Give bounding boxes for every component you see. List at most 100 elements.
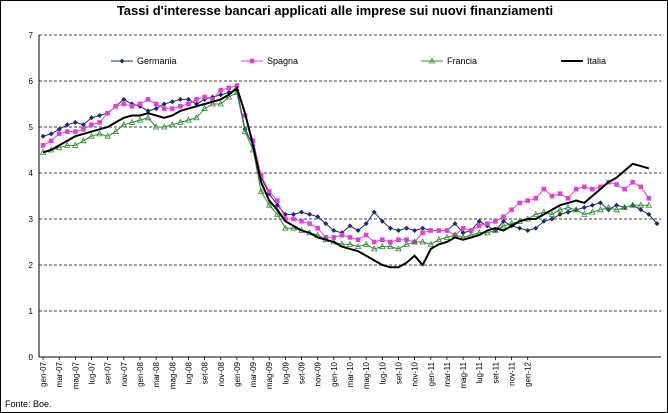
data-point [121,101,127,107]
data-point [89,115,95,121]
data-point [169,121,176,128]
data-point [363,232,369,238]
data-point [629,201,636,208]
data-point [55,144,63,151]
data-point [380,237,385,242]
data-point [177,118,184,125]
data-point [169,99,175,105]
data-point [153,106,159,112]
data-point [597,206,604,213]
data-point [492,226,499,233]
grid-lines [39,34,661,312]
x-tick-label: nov-09 [314,361,323,386]
series-line-germania [42,89,658,234]
x-tick-label: lug-10 [378,361,387,384]
x-tick-label: mar-10 [346,361,355,387]
source-note: Fonte: Boe. [5,399,52,409]
data-point [178,104,183,109]
data-point [265,201,273,208]
data-point [73,129,78,134]
data-point [177,96,183,102]
data-point [225,93,233,100]
legend-label: Italia [587,56,606,66]
data-point [387,225,393,231]
x-tick-label: mar-08 [152,361,161,387]
data-point [290,211,296,217]
series-line-spagna [42,84,650,243]
data-point [549,193,555,199]
x-tick-label: gen-09 [233,361,242,386]
data-point [638,184,644,190]
legend-marker [428,57,436,64]
data-point [80,122,86,128]
data-point [89,122,94,127]
x-tick-label: lug-09 [281,361,290,384]
x-tick-label: set-08 [201,361,210,384]
data-point [331,235,337,240]
x-tick-label: mag-11 [459,361,468,388]
data-point [460,225,466,231]
data-point [129,104,135,109]
data-point [226,85,232,91]
data-point [40,133,46,139]
data-point [201,104,208,111]
data-point [145,108,151,114]
data-point [500,222,507,229]
data-point [581,205,587,210]
data-point [266,189,272,194]
data-point [72,119,78,125]
data-point [136,116,144,123]
data-point [565,209,571,215]
chart-title: Tassi d'interesse bancari applicati alle… [116,3,554,18]
data-point [509,207,514,213]
data-point [525,198,531,203]
data-point [81,127,86,132]
data-point [396,237,401,242]
data-point [371,239,377,245]
data-point [355,228,361,233]
data-point [161,106,167,111]
legend-label: Germania [137,56,177,66]
series-germania [40,87,660,236]
x-tick-label: nov-11 [508,361,517,385]
data-point [517,200,522,206]
data-point [291,216,296,222]
data-point [525,228,531,233]
data-point [339,232,345,238]
x-tick-label: gen-08 [136,361,145,386]
data-point [290,224,297,231]
y-tick-label: 5 [29,123,34,132]
y-tick-label: 0 [29,353,34,362]
data-point [323,221,329,227]
x-tick-label: set-09 [298,361,307,384]
x-tick-label: nov-08 [217,361,226,386]
data-point [354,242,362,250]
data-point [420,230,426,236]
x-tick-label: mag-10 [362,361,371,389]
data-point [485,221,490,226]
x-tick-label: lug-07 [88,361,97,384]
data-point [411,238,418,245]
data-point [556,206,564,213]
series-lines [39,83,660,269]
data-point [363,221,369,227]
data-point [501,214,506,219]
data-point [97,120,102,125]
data-point [88,132,95,139]
y-tick-label: 1 [29,307,34,316]
data-point [654,221,660,227]
y-tick-label: 6 [29,77,34,86]
x-tick-label: lug-08 [184,361,193,384]
data-point [533,196,539,201]
data-point [468,228,474,233]
data-point [532,210,540,217]
data-point [283,216,288,222]
data-point [56,126,62,132]
data-point [590,186,595,192]
data-point [169,106,175,111]
data-point [137,101,143,107]
data-point [105,110,110,116]
x-tick-label: nov-10 [411,361,420,386]
data-point [564,203,572,210]
